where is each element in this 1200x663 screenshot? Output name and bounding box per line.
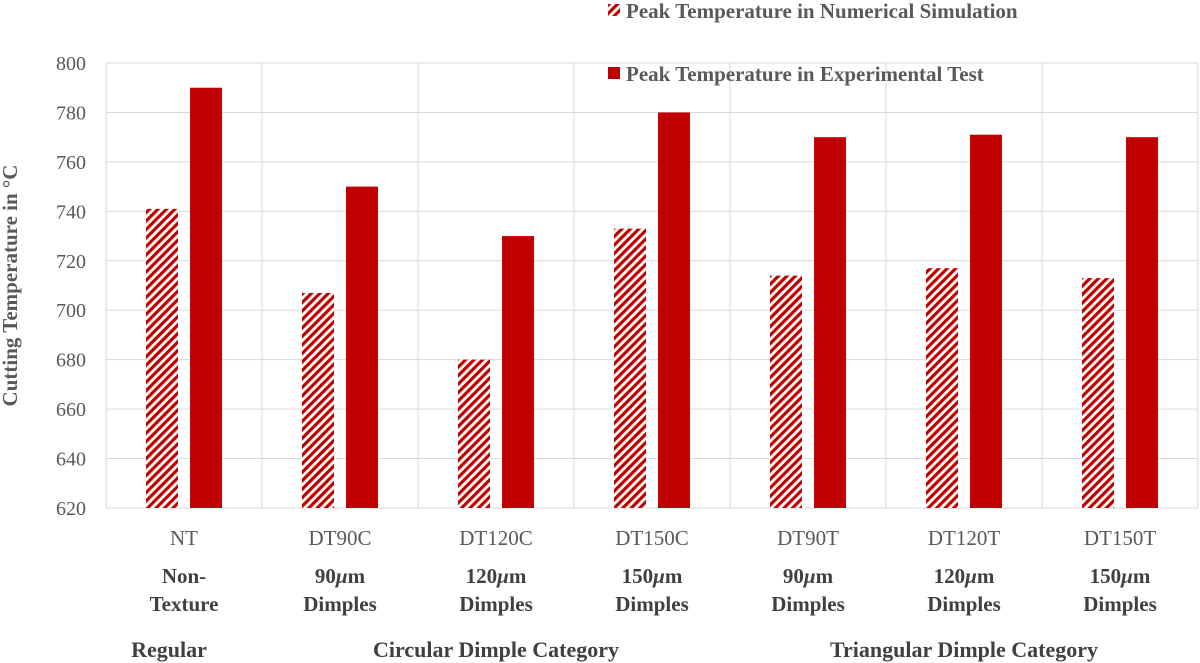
y-axis-label: Cutting Temperature in °C [0, 165, 22, 407]
y-tick-label: 700 [56, 300, 86, 322]
x-category-sublabel: 120μm [466, 564, 527, 588]
bar-experimental[interactable] [970, 134, 1002, 508]
x-category-sublabel: Dimples [771, 592, 845, 616]
legend-label-experimental: Peak Temperature in Experimental Test [626, 62, 984, 86]
bar-simulation[interactable] [770, 275, 802, 508]
x-category-label: DT120T [928, 526, 1000, 550]
x-category-label: DT150C [615, 526, 689, 550]
x-category-sublabel: Dimples [459, 592, 533, 616]
bar-experimental[interactable] [1126, 137, 1158, 508]
x-category-sublabel: Dimples [927, 592, 1001, 616]
legend-label-simulation: Peak Temperature in Numerical Simulation [626, 0, 1018, 23]
bar-experimental[interactable] [502, 236, 534, 509]
bar-experimental[interactable] [190, 87, 222, 508]
x-category-sublabel: Dimples [303, 592, 377, 616]
x-category-label: DT90C [309, 526, 372, 550]
x-group-label: Regular [131, 637, 207, 662]
x-category-label: NT [170, 526, 198, 550]
x-category-label: DT90T [777, 526, 839, 550]
x-group-label: Triangular Dimple Category [830, 637, 1098, 662]
bar-experimental[interactable] [814, 137, 846, 508]
legend-swatch-experimental[interactable] [608, 67, 620, 79]
x-category-label: DT120C [459, 526, 533, 550]
x-category-sublabel: Dimples [1083, 592, 1157, 616]
x-category-sublabel: Non- [162, 564, 206, 588]
x-category-sublabel: 120μm [934, 564, 995, 588]
y-tick-label: 620 [56, 498, 86, 520]
y-tick-label: 720 [56, 251, 86, 273]
bar-simulation[interactable] [614, 228, 646, 508]
bar-simulation[interactable] [302, 292, 334, 508]
legend-swatch-simulation[interactable] [608, 4, 620, 16]
x-category-sublabel: 90μm [783, 564, 834, 588]
x-category-sublabel: 150μm [1090, 564, 1151, 588]
bar-simulation[interactable] [1082, 278, 1114, 508]
y-tick-label: 780 [56, 102, 86, 124]
bar-experimental[interactable] [346, 186, 378, 508]
x-category-sublabel: Dimples [615, 592, 689, 616]
bar-simulation[interactable] [926, 268, 958, 508]
y-tick-label: 640 [56, 449, 86, 471]
x-category-sublabel: Texture [150, 592, 219, 616]
y-tick-label: 680 [56, 350, 86, 372]
y-tick-label: 660 [56, 399, 86, 421]
x-group-label: Circular Dimple Category [373, 637, 619, 662]
bar-simulation[interactable] [146, 208, 178, 508]
y-tick-label: 740 [56, 201, 86, 223]
y-tick-label: 760 [56, 152, 86, 174]
y-tick-label: 800 [56, 53, 86, 75]
x-category-sublabel: 90μm [315, 564, 366, 588]
bar-experimental[interactable] [658, 112, 690, 508]
x-category-sublabel: 150μm [622, 564, 683, 588]
x-category-label: DT150T [1084, 526, 1156, 550]
bar-simulation[interactable] [458, 359, 490, 508]
